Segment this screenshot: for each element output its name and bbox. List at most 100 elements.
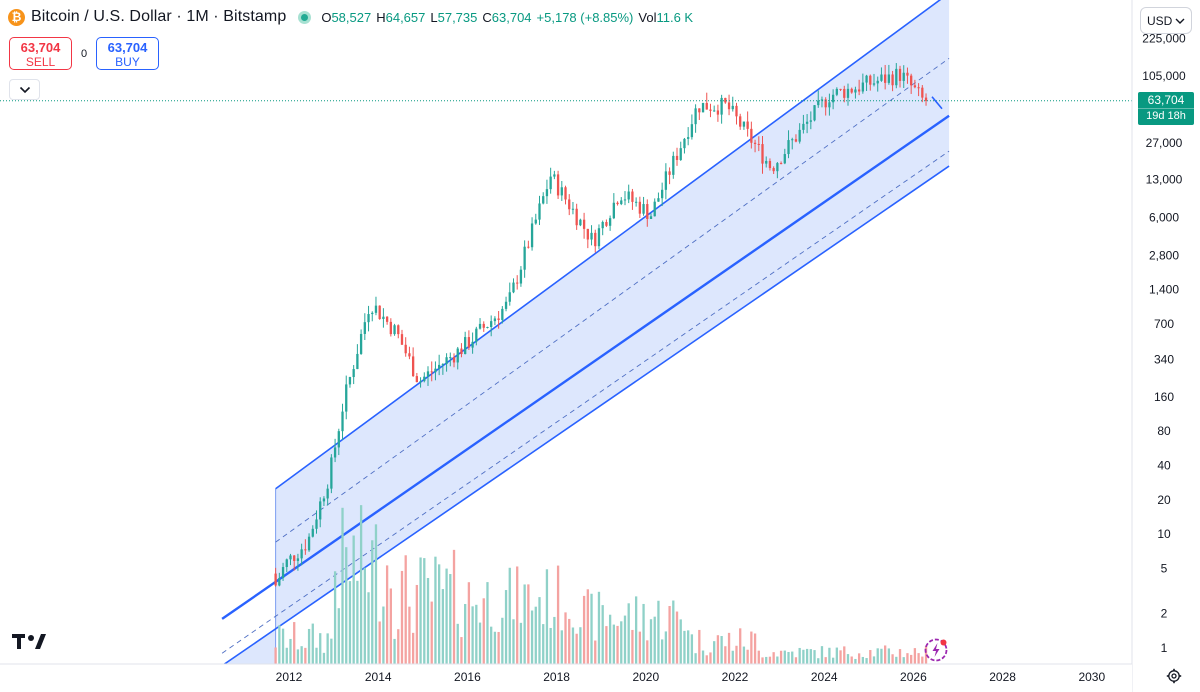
- candle-body: [705, 102, 708, 110]
- candle-body: [293, 555, 296, 561]
- volume-bar: [798, 647, 801, 664]
- volume-bar: [634, 596, 638, 664]
- time-tick-label: 2014: [365, 670, 392, 684]
- candle-body: [341, 411, 344, 432]
- candle-body: [337, 431, 340, 448]
- volume-bar: [568, 618, 571, 664]
- candle-body: [352, 369, 355, 378]
- volume-bar: [828, 647, 831, 664]
- volume-bar: [724, 646, 727, 664]
- volume-bar: [464, 603, 467, 664]
- candle-body: [486, 327, 489, 329]
- candle-body: [657, 198, 660, 202]
- volume-bar: [519, 622, 523, 664]
- symbol-title[interactable]: Bitcoin / U.S. Dollar · 1M · Bitstamp: [31, 8, 287, 25]
- volume-bar: [768, 656, 772, 664]
- volume-bar: [620, 621, 623, 664]
- volume-bar: [445, 568, 448, 664]
- candle-body: [850, 88, 853, 93]
- regression-channel[interactable]: [221, 0, 950, 666]
- candle-body: [363, 322, 366, 334]
- volume-bar: [560, 630, 563, 664]
- channel-group: [221, 0, 950, 664]
- volume-bar: [330, 638, 333, 664]
- candle-body: [367, 314, 370, 323]
- volume-bar: [698, 629, 701, 664]
- volume-bar: [359, 505, 363, 664]
- candle-body: [408, 353, 411, 357]
- price-tick-label: 2,800: [1149, 248, 1179, 262]
- volume-bar: [415, 584, 419, 664]
- volume-bar: [750, 631, 753, 664]
- candle-body: [698, 108, 701, 113]
- volume-bar: [508, 567, 511, 664]
- volume-bar: [623, 615, 627, 664]
- candle-body: [300, 549, 303, 559]
- volume-bar: [304, 647, 307, 664]
- candle-body: [438, 364, 441, 369]
- candlesticks[interactable]: [274, 63, 928, 587]
- volume-bar: [597, 591, 601, 664]
- volume-bar: [371, 540, 374, 664]
- time-axis[interactable]: 2012 2014 2016 2018 2020 2022 2024 2026 2028 2030: [0, 663, 1132, 692]
- volume-bar: [512, 619, 515, 664]
- volume-bar: [694, 653, 697, 664]
- candle-body: [449, 357, 452, 359]
- tradingview-logo-icon[interactable]: [12, 632, 46, 652]
- volume-bar: [657, 600, 660, 664]
- candle-body: [430, 371, 433, 373]
- volume-bar: [419, 557, 422, 664]
- volume-bar: [739, 628, 742, 664]
- volume-bar: [664, 631, 668, 664]
- volume-bar: [363, 567, 366, 664]
- candle-body: [285, 559, 288, 568]
- volume-bar: [787, 651, 790, 664]
- ohlc-close: C63,704: [482, 9, 532, 25]
- collapse-legend-button[interactable]: [9, 79, 40, 100]
- volume-bar: [471, 606, 474, 664]
- channel-dashed-line: [275, 57, 950, 543]
- volume-bar: [356, 580, 359, 664]
- gear-icon[interactable]: [1166, 668, 1182, 684]
- last-price-value: 63,704: [1147, 92, 1185, 107]
- volume-bar: [367, 592, 370, 664]
- candle-body: [742, 121, 746, 127]
- volume-bar: [475, 604, 478, 664]
- volume-bar: [690, 634, 694, 664]
- volume-bar: [661, 639, 664, 664]
- candle-body: [542, 196, 545, 204]
- volume-bar: [348, 581, 352, 664]
- volume-bar: [456, 623, 459, 664]
- candle-body: [616, 202, 619, 205]
- price-tick-label: 80: [1157, 424, 1171, 438]
- volume-bar: [545, 569, 549, 664]
- candle-body: [865, 75, 868, 83]
- channel-dashed-line: [221, 150, 950, 654]
- volume-bar: [289, 638, 292, 664]
- volume-bar: [400, 570, 404, 664]
- volume-bar: [296, 649, 300, 664]
- volume-bar: [701, 650, 705, 664]
- volume-bar: [913, 648, 917, 664]
- volume-bar: [542, 624, 545, 664]
- candle-body: [464, 337, 467, 355]
- candle-body: [668, 171, 671, 175]
- magic-assistant-icon[interactable]: [924, 638, 948, 662]
- bar-countdown: 19d 18h: [1138, 107, 1194, 124]
- buy-price: 63,704: [107, 40, 148, 55]
- sell-button[interactable]: 63,704 SELL: [9, 37, 72, 70]
- volume-bar: [843, 646, 846, 664]
- candle-body: [638, 201, 642, 214]
- candle-body: [820, 99, 824, 101]
- currency-select[interactable]: USD: [1140, 7, 1192, 34]
- buy-button[interactable]: 63,704 BUY: [96, 37, 159, 70]
- volume-bar: [891, 654, 894, 664]
- candle-body: [556, 174, 560, 196]
- volume-bar: [679, 619, 682, 664]
- volume-bar: [709, 652, 712, 664]
- volume-bar: [802, 649, 805, 664]
- price-tick-label: 340: [1154, 353, 1174, 367]
- volume-bar: [884, 645, 887, 664]
- candle-body: [597, 228, 601, 247]
